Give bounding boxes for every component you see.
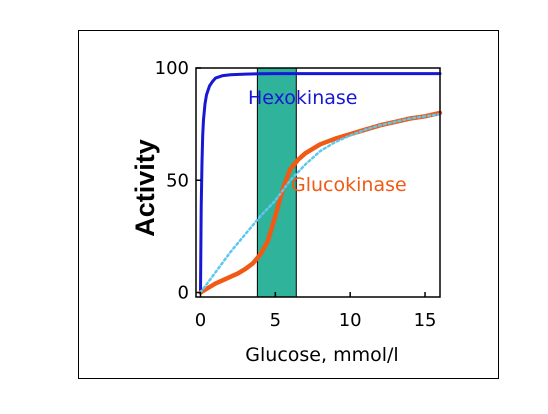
plot-area <box>195 67 441 298</box>
x-tick-label: 0 <box>195 310 206 331</box>
glucokinase-line <box>198 110 443 295</box>
y-axis-label: Activity <box>130 139 160 237</box>
hexokinase-line <box>199 72 442 294</box>
hexokinase-label: Hexokinase <box>248 87 357 109</box>
reference-dotted-line <box>199 112 442 294</box>
x-axis-label: Glucose, mmol/l <box>245 344 398 366</box>
x-tick-label: 10 <box>339 310 362 331</box>
x-tick-label: 5 <box>270 310 281 331</box>
y-tick-label: 100 <box>155 58 189 79</box>
x-tick-label: 15 <box>414 310 437 331</box>
glucokinase-label: Glucokinase <box>291 174 407 196</box>
y-tick-label: 0 <box>178 283 189 304</box>
y-tick-label: 50 <box>166 170 189 191</box>
